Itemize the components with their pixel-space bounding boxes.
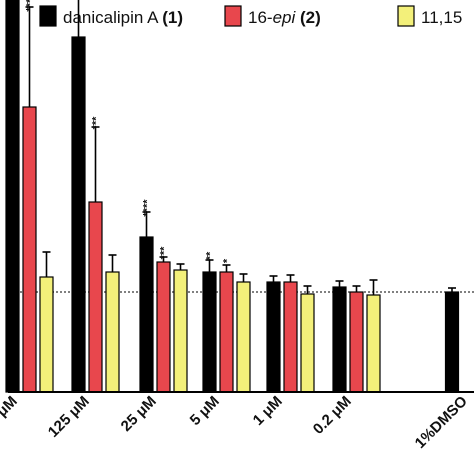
x-tick-label: 25 μM <box>118 393 160 435</box>
x-tick-label: 0.2 μM <box>310 393 355 438</box>
bar <box>444 291 460 393</box>
bar <box>22 106 37 393</box>
x-tick-labels: μM 125 μM 25 μM 5 μM 1 μM 0.2 μM 1%DMSO <box>0 393 471 452</box>
bar <box>283 281 298 393</box>
bar <box>88 201 103 393</box>
significance-label: *** <box>159 246 171 260</box>
bar <box>332 286 347 393</box>
bar <box>349 291 364 393</box>
bar <box>173 269 188 393</box>
x-tick-label: μM <box>0 393 21 420</box>
significance-label: **** <box>142 199 154 217</box>
significance-label: ** <box>205 251 217 260</box>
legend-swatch <box>39 5 57 27</box>
bar <box>71 36 86 393</box>
significance-label: **** <box>25 0 37 12</box>
bar <box>139 236 154 393</box>
legend-label: danicalipin A (1) <box>63 8 183 27</box>
bar <box>366 294 381 393</box>
bar <box>156 261 171 393</box>
legend-swatch <box>224 5 242 27</box>
bar <box>219 271 234 393</box>
x-tick-label: 1%DMSO <box>412 393 471 452</box>
bar <box>202 271 217 393</box>
plot-area: ************************* <box>5 0 474 393</box>
bar <box>300 293 315 393</box>
significance-label: *** <box>91 116 103 130</box>
bar <box>105 271 120 393</box>
significance-label: * <box>222 258 234 263</box>
bar <box>39 276 54 393</box>
legend-swatch <box>397 5 415 27</box>
x-tick-label: 5 μM <box>187 393 223 429</box>
bar <box>266 281 281 393</box>
bar <box>236 281 251 393</box>
legend-label: 11,15 <box>421 8 462 27</box>
x-tick-label: 125 μM <box>45 393 93 441</box>
legend: danicalipin A (1) 16-epi (2) 11,15 <box>39 5 462 27</box>
x-tick-label: 1 μM <box>250 393 286 429</box>
legend-label: 16-epi (2) <box>248 8 321 27</box>
